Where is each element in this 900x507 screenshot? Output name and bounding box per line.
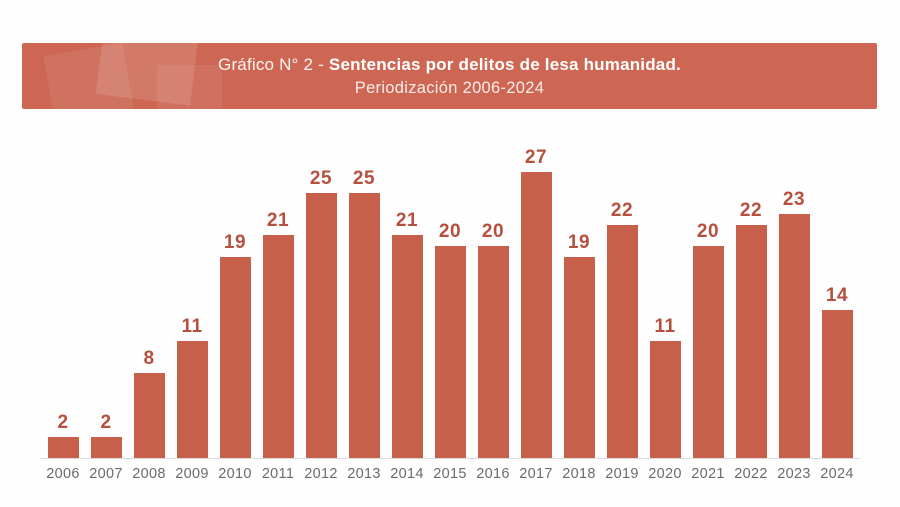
bar-value-label: 22	[610, 200, 634, 221]
bar-column: 11	[649, 316, 681, 458]
bar-value-label: 20	[438, 221, 462, 242]
bar	[735, 225, 767, 458]
x-axis-tick-label: 2007	[89, 466, 123, 482]
bar-column: 21	[262, 210, 294, 458]
bar-column: 25	[305, 168, 337, 458]
bar	[520, 172, 552, 458]
x-axis-tick-label: 2009	[175, 466, 209, 482]
banner-decoration-square	[95, 43, 200, 106]
x-axis-tick-label: 2016	[476, 466, 510, 482]
chart-title-prefix: Gráfico N° 2 -	[218, 54, 329, 74]
x-axis-tick-label: 2024	[820, 466, 854, 482]
bar-value-label: 25	[352, 168, 376, 189]
x-axis-tick-label: 2014	[390, 466, 424, 482]
chart-title: Gráfico N° 2 - Sentencias por delitos de…	[218, 55, 681, 75]
bar-value-label: 11	[181, 316, 203, 337]
bar-column: 19	[563, 232, 595, 458]
x-axis-tick-label: 2018	[562, 466, 596, 482]
chart-title-main: Sentencias por delitos de lesa humanidad…	[328, 54, 681, 74]
bar-column: 11	[176, 316, 208, 458]
bar-column: 20	[434, 221, 466, 458]
bar-value-label: 20	[696, 221, 720, 242]
x-axis-tick-label: 2015	[433, 466, 467, 482]
x-axis-tick-label: 2017	[519, 466, 553, 482]
x-axis-tick-label: 2021	[691, 466, 725, 482]
bar	[305, 193, 337, 458]
bar-value-label: 8	[143, 348, 155, 369]
x-axis-tick-label: 2006	[46, 466, 80, 482]
bar-value-label: 25	[309, 168, 333, 189]
bar-column: 23	[778, 189, 810, 458]
x-axis-tick-label: 2010	[218, 466, 252, 482]
bar-column: 25	[348, 168, 380, 458]
bar-column: 20	[477, 221, 509, 458]
bar-column: 21	[391, 210, 423, 458]
bar-value-label: 2	[100, 412, 112, 433]
bar	[434, 246, 466, 458]
bar-value-label: 21	[266, 210, 290, 231]
bar-column: 22	[735, 200, 767, 458]
x-axis-tick-label: 2022	[734, 466, 768, 482]
chart-subtitle: Periodización 2006-2024	[354, 78, 545, 97]
bar-value-label: 27	[524, 147, 548, 168]
x-axis-tick-label: 2008	[132, 466, 166, 482]
bar	[391, 235, 423, 458]
bar-value-label: 23	[782, 189, 806, 210]
x-axis-tick-label: 2013	[347, 466, 381, 482]
banner-decoration-square	[157, 65, 222, 109]
bar-value-label: 22	[739, 200, 763, 221]
bar	[262, 235, 294, 458]
bar	[649, 341, 681, 458]
banner-decoration-square	[43, 43, 137, 109]
bar-value-label: 14	[825, 285, 849, 306]
bar-value-label: 19	[223, 232, 247, 253]
bar-column: 8	[133, 348, 165, 458]
chart-header-banner: Gráfico N° 2 - Sentencias por delitos de…	[22, 43, 877, 109]
x-axis-tick-label: 2019	[605, 466, 639, 482]
bar-column: 2	[90, 412, 122, 458]
bar	[778, 214, 810, 458]
bar	[692, 246, 724, 458]
bar	[133, 373, 165, 458]
bar-value-label: 11	[654, 316, 676, 337]
bar-column: 20	[692, 221, 724, 458]
bar	[176, 341, 208, 458]
bar	[821, 310, 853, 458]
bar-value-label: 20	[481, 221, 505, 242]
bar	[47, 437, 79, 458]
x-axis-tick-label: 2020	[648, 466, 682, 482]
bar-value-label: 21	[395, 210, 419, 231]
bar-value-label: 2	[57, 412, 69, 433]
bar-column: 14	[821, 285, 853, 458]
bar	[219, 257, 251, 458]
bar	[563, 257, 595, 458]
x-axis-tick-label: 2011	[261, 466, 295, 482]
bar	[606, 225, 638, 458]
x-axis-tick-label: 2012	[304, 466, 338, 482]
bar	[477, 246, 509, 458]
bar-column: 22	[606, 200, 638, 458]
bar-column: 2	[47, 412, 79, 458]
bar-column: 27	[520, 147, 552, 458]
x-axis-labels: 2006 2007 2008 2009 2010 2011 2012 2013 2014 2015…	[40, 465, 860, 484]
bar	[348, 193, 380, 458]
bar-chart-plot-area: 2 2 8 11 19 21 25 25 21 20 20 27 19 22 11 20 22 23 14	[40, 125, 860, 459]
x-axis-tick-label: 2023	[777, 466, 811, 482]
bar	[90, 437, 122, 458]
bar-value-label: 19	[567, 232, 591, 253]
bar-column: 19	[219, 232, 251, 458]
